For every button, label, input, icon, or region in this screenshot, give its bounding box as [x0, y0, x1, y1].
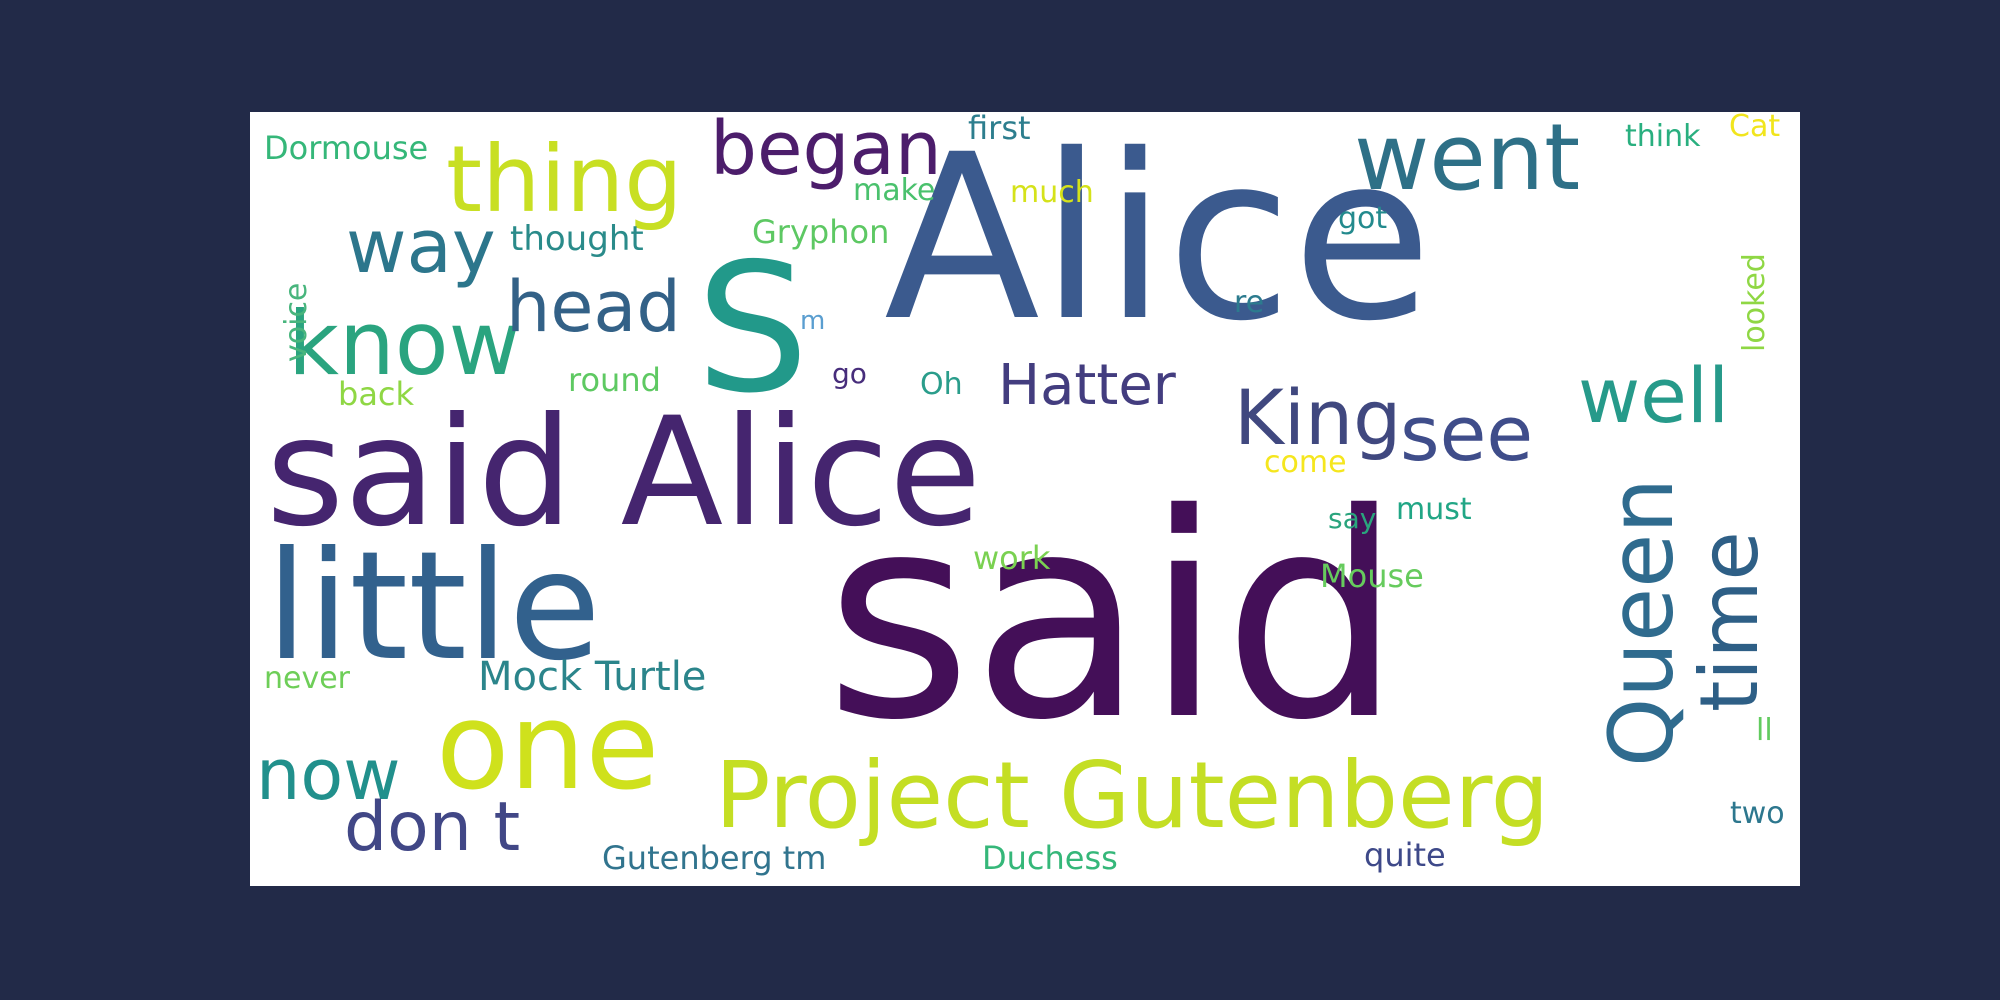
word: little [266, 520, 601, 694]
word: must [1396, 492, 1472, 527]
word-cloud: said Alice said Alice little S one Proje… [250, 112, 1800, 886]
word: got [1338, 201, 1388, 236]
word: make [853, 173, 936, 208]
word: Queen [1590, 477, 1693, 767]
word: thing [446, 126, 683, 233]
word: now [256, 734, 401, 816]
word: S [696, 225, 809, 432]
word: time [1683, 531, 1776, 712]
word: much [1010, 175, 1094, 210]
word: say [1328, 502, 1377, 535]
word: re [1234, 285, 1265, 320]
word: Oh [920, 367, 963, 402]
word: think [1625, 119, 1701, 154]
word: Mouse [1320, 557, 1424, 595]
word: one [436, 678, 660, 817]
word: voice [279, 282, 314, 362]
word: go [832, 357, 867, 390]
word: work [973, 539, 1051, 577]
word: Gryphon [752, 213, 890, 251]
word: well [1578, 351, 1730, 440]
word: Cat [1729, 112, 1781, 144]
word: Duchess [982, 839, 1118, 877]
word: Mock Turtle [478, 654, 707, 700]
word: began [710, 112, 942, 192]
word: back [338, 375, 415, 413]
word: see [1400, 389, 1534, 478]
word: Dormouse [264, 129, 429, 167]
word: Gutenberg tm [602, 839, 827, 877]
word: head [506, 266, 681, 348]
word: Alice [884, 112, 1433, 371]
word: never [264, 661, 351, 696]
word: m [800, 306, 826, 336]
word: Hatter [998, 353, 1176, 418]
word: said [825, 453, 1403, 782]
word: way [346, 204, 496, 290]
word: first [968, 112, 1031, 147]
word: King [1234, 373, 1402, 462]
word: went [1354, 112, 1581, 211]
word: said Alice [266, 386, 982, 560]
word: quite [1364, 836, 1446, 874]
word: ll [1756, 713, 1773, 748]
word: Project Gutenberg [715, 742, 1550, 849]
word: come [1264, 445, 1347, 480]
word: don t [344, 788, 521, 867]
word: thought [510, 219, 644, 259]
word: know [288, 292, 521, 395]
word: looked [1737, 253, 1772, 352]
word: round [568, 361, 661, 399]
word: two [1730, 796, 1785, 831]
